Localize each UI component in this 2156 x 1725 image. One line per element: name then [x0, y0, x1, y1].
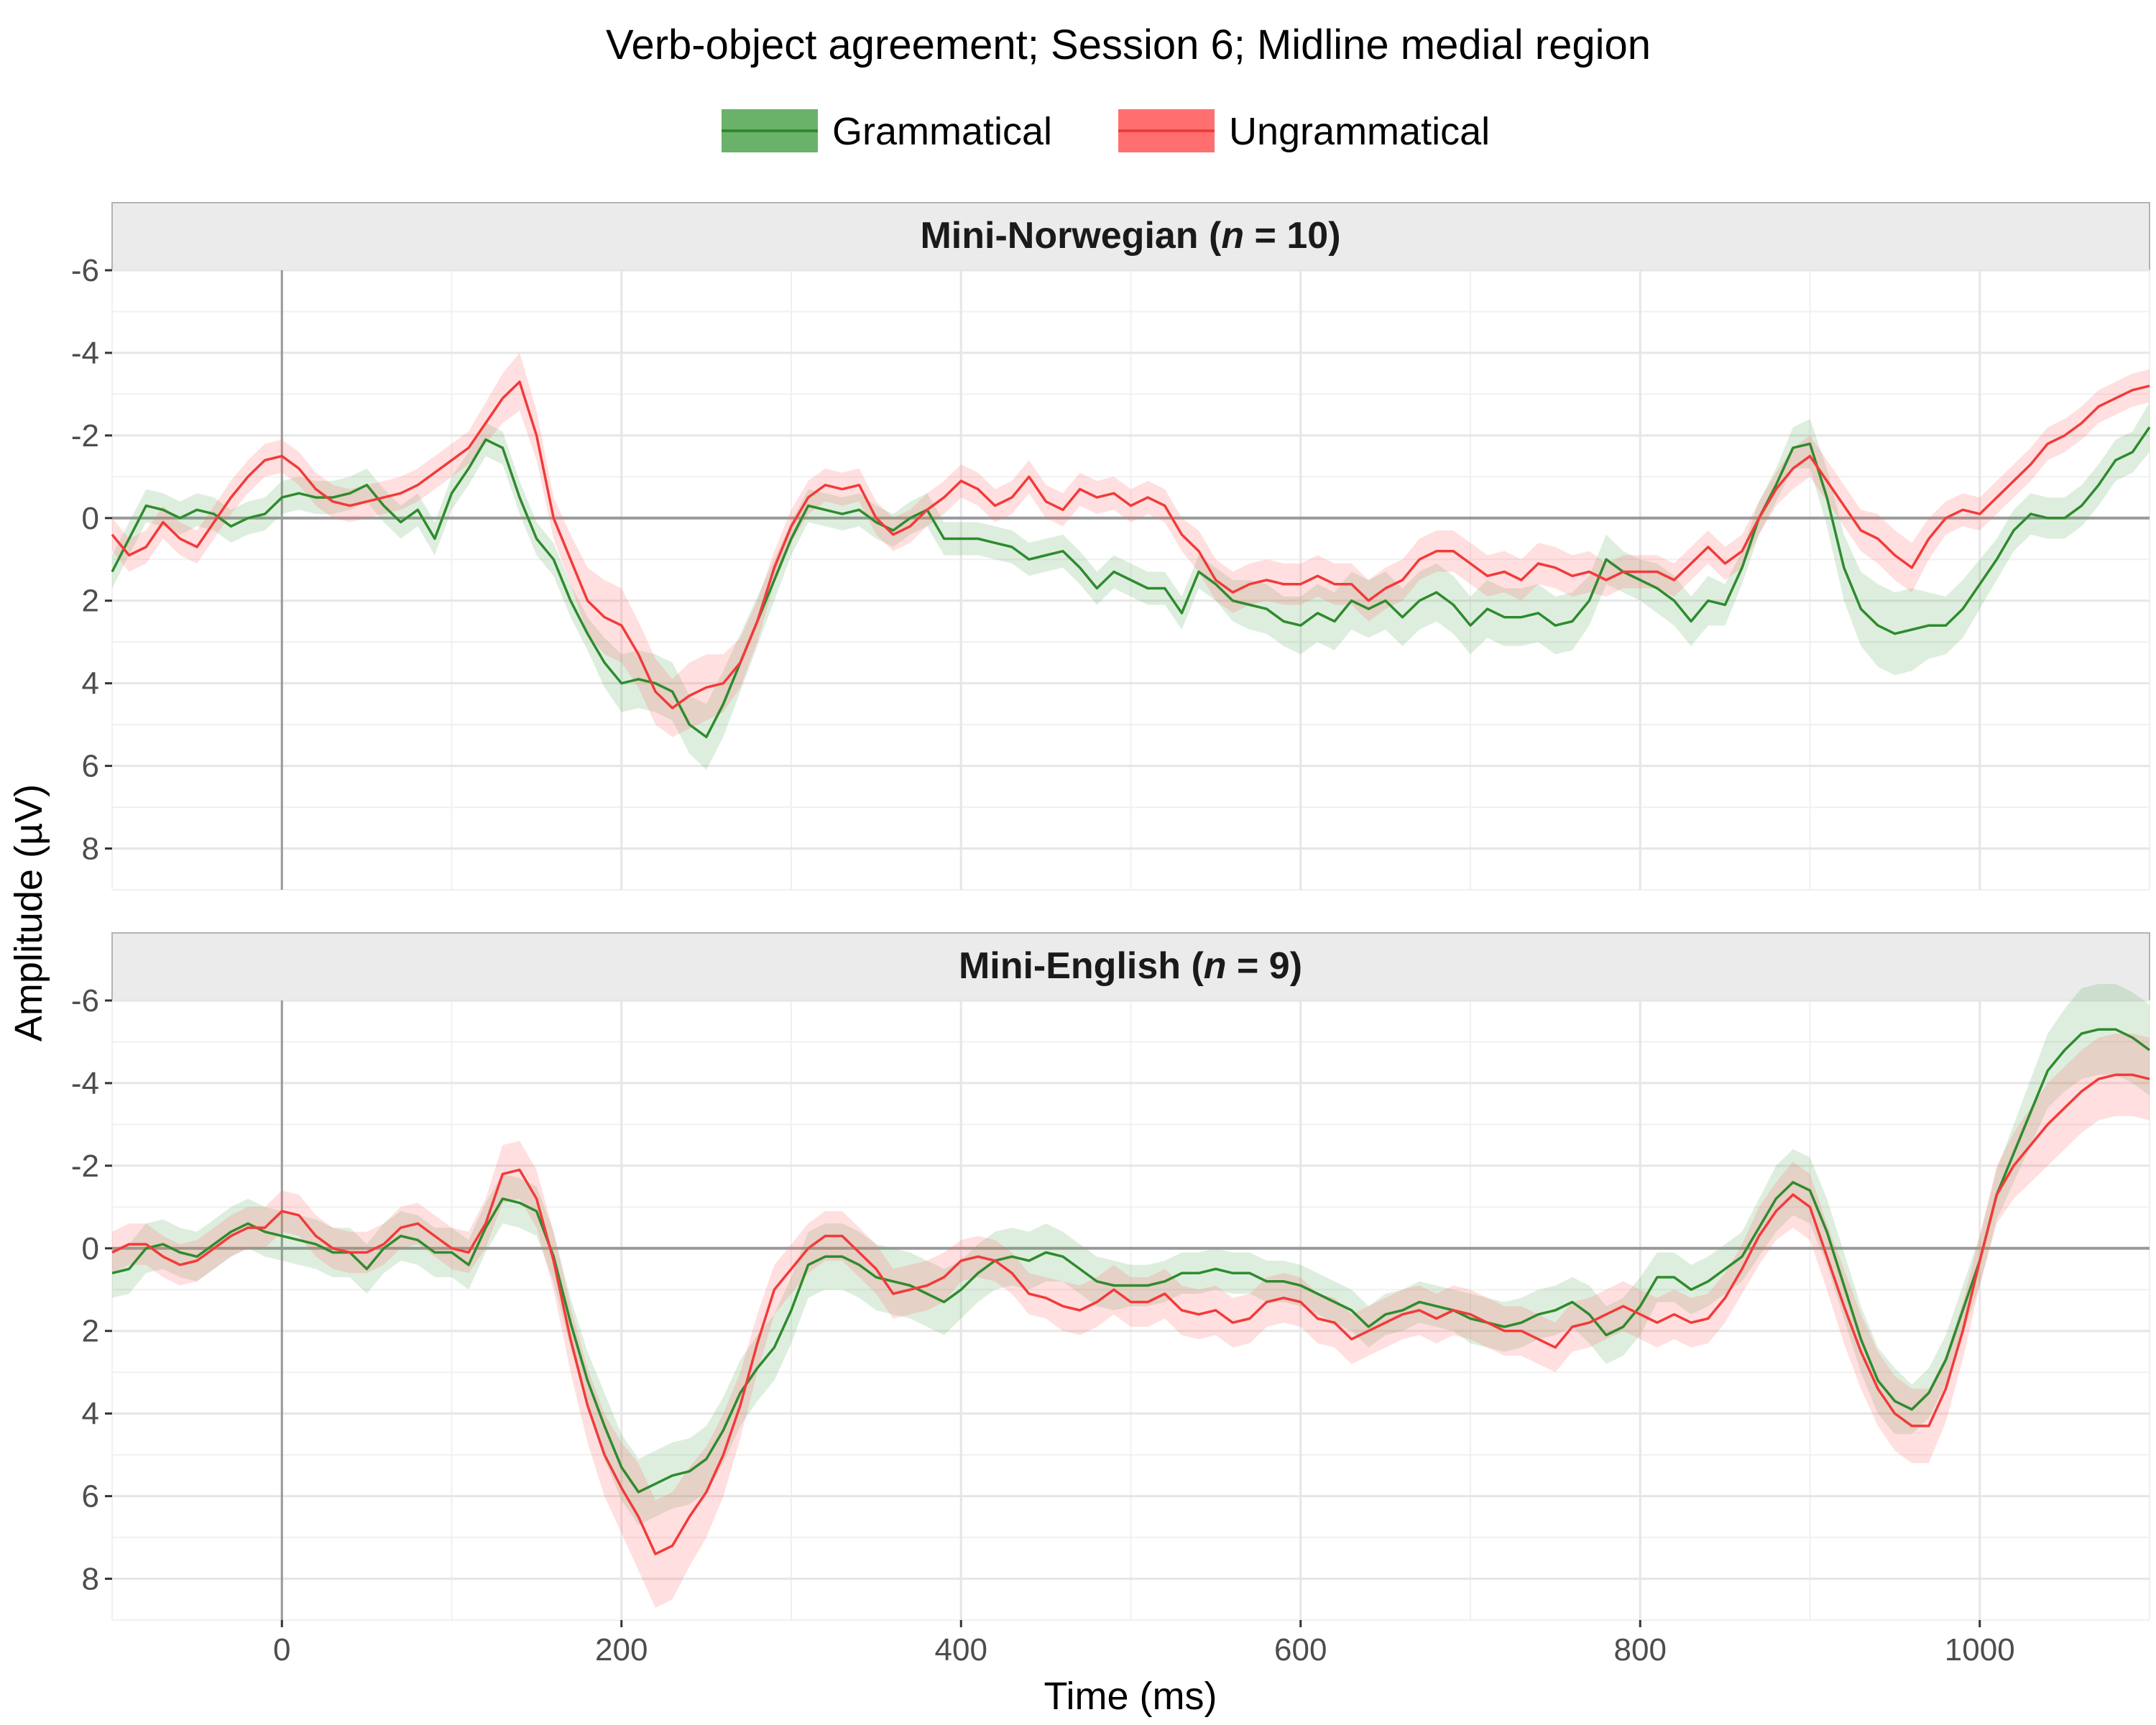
legend-item-ungrammatical: Ungrammatical: [1118, 109, 1490, 153]
strip-label-prefix: Mini-English (: [959, 945, 1204, 987]
strip-label-suffix: = 9): [1227, 945, 1303, 987]
x-axis: 0 200 400 600 800 1000: [273, 1620, 2015, 1668]
strip-background: [111, 202, 2150, 271]
ribbon-ungrammatical: [112, 352, 2150, 737]
x-tick-label: 1000: [1945, 1632, 2015, 1668]
strip-label-italic: n: [1204, 945, 1227, 987]
ribbon-grammatical: [112, 402, 2150, 770]
y-tick-label: 0: [82, 501, 99, 536]
y-tick-label: 6: [82, 749, 99, 784]
strip-label-italic: n: [1221, 215, 1244, 257]
x-tick-label: 0: [273, 1632, 290, 1668]
y-tick-label: 6: [82, 1479, 99, 1514]
y-tick-label: 2: [82, 584, 99, 619]
y-tick-label: 8: [82, 832, 99, 867]
y-tick-label: -4: [71, 1066, 99, 1101]
strip-background: [111, 932, 2150, 1001]
y-tick-label: 0: [82, 1231, 99, 1266]
legend-item-grammatical: Grammatical: [722, 109, 1052, 153]
panel-ribbons: [112, 352, 2150, 770]
legend-label-ungrammatical: Ungrammatical: [1229, 110, 1490, 153]
series-line-grammatical: [111, 426, 2151, 739]
strip-label: Mini-Norwegian (n = 10): [920, 215, 1340, 257]
legend-label-grammatical: Grammatical: [832, 110, 1052, 153]
series-line-ungrammatical: [111, 1073, 2150, 1555]
x-tick-label: 600: [1274, 1632, 1327, 1668]
panel-y-ticks: -6 -4 -2 0 2 4 6 8: [71, 983, 112, 1597]
panel-y-ticks: -6 -4 -2 0 2 4 6 8: [71, 253, 112, 867]
strip-label-prefix: Mini-Norwegian (: [920, 215, 1222, 257]
x-tick-label: 800: [1614, 1632, 1667, 1668]
y-tick-label: 8: [82, 1562, 99, 1597]
legend: Grammatical Ungrammatical: [722, 109, 1490, 153]
y-tick-label: 4: [82, 666, 99, 702]
x-axis-title: Time (ms): [1044, 1675, 1217, 1718]
y-tick-label: 4: [82, 1397, 99, 1432]
y-axis-title: Amplitude (µV): [7, 784, 50, 1041]
panel-mini-norwegian: Mini-Norwegian (n = 10) -6 -4 -2 0 2 4 6 8: [71, 202, 2151, 891]
series-line-ungrammatical: [111, 380, 2150, 709]
series-line-grammatical: [111, 1028, 2151, 1494]
panel-mini-english: Mini-English (n = 9) -6 -4 -2 0 2 4 6 8: [71, 932, 2151, 1621]
y-tick-label: -6: [71, 253, 99, 288]
panel-lines: [111, 1028, 2151, 1555]
x-tick-label: 400: [935, 1632, 987, 1668]
x-tick-label: 200: [595, 1632, 648, 1668]
strip-label-suffix: = 10): [1244, 215, 1340, 257]
strip-label: Mini-English (n = 9): [959, 945, 1302, 987]
y-tick-label: -4: [71, 336, 99, 371]
y-tick-label: 2: [82, 1314, 99, 1349]
panel-lines: [111, 380, 2151, 739]
chart-title: Verb-object agreement; Session 6; Midlin…: [606, 22, 1651, 68]
panel-grid: [111, 269, 2150, 891]
y-tick-label: -2: [71, 1149, 99, 1184]
y-tick-label: -2: [71, 418, 99, 454]
y-tick-label: -6: [71, 983, 99, 1018]
